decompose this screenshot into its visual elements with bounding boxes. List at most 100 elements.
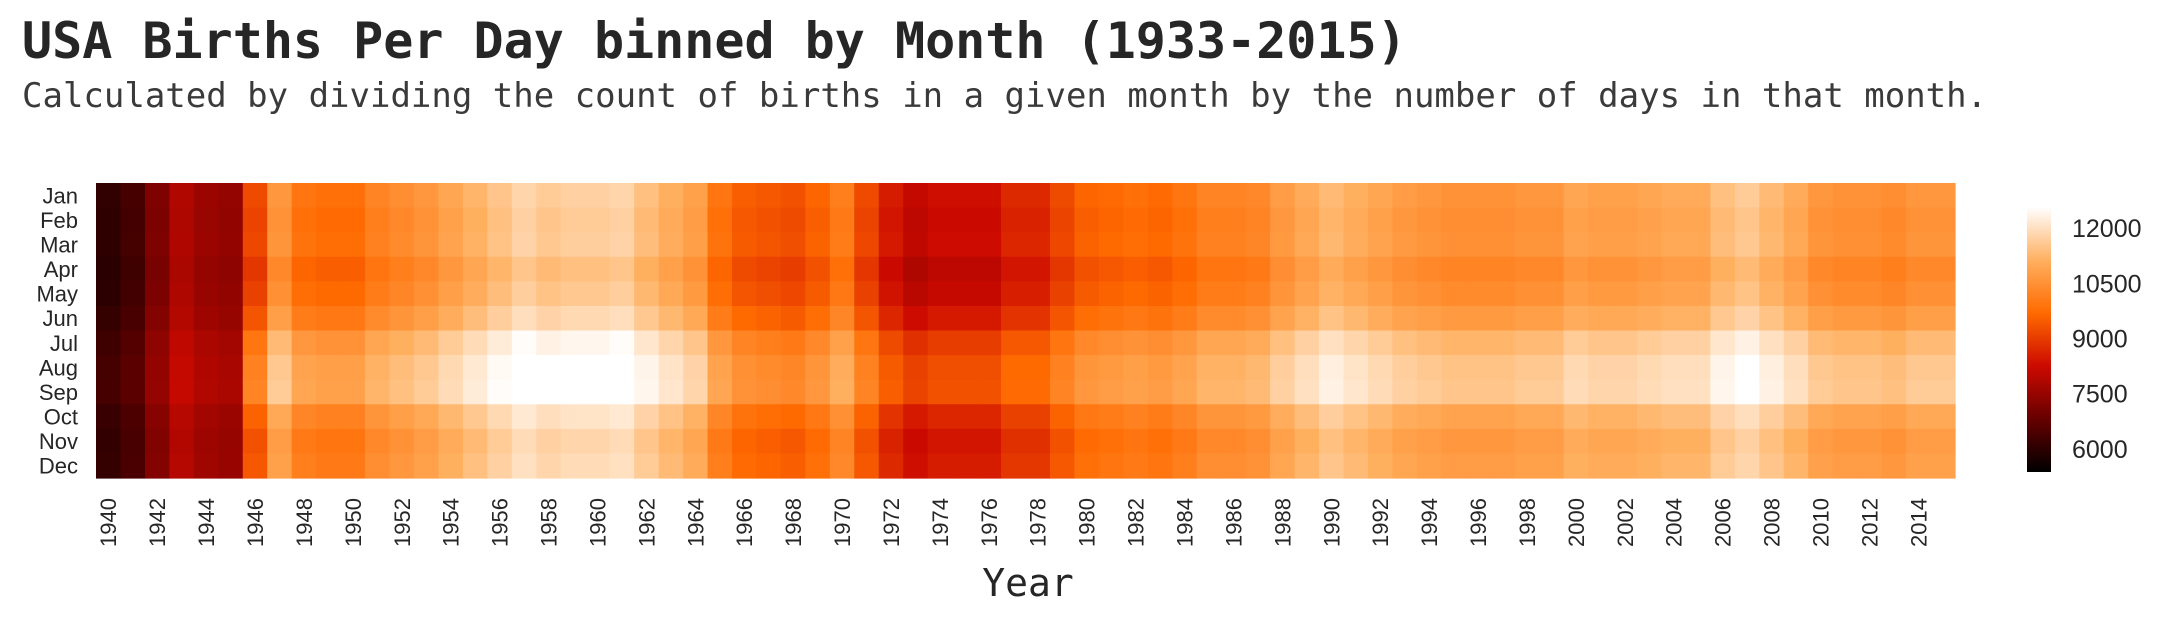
colorbar-gradient xyxy=(2027,207,2051,472)
heatmap-cell xyxy=(1343,355,1369,381)
heatmap-cell xyxy=(462,379,488,405)
heatmap-cell xyxy=(585,281,611,307)
heatmap-cell xyxy=(1881,183,1907,209)
heatmap-cell xyxy=(1147,379,1173,405)
heatmap-cell xyxy=(1734,232,1760,258)
heatmap-cell xyxy=(242,305,268,332)
heatmap-cell xyxy=(96,232,122,258)
heatmap-cell xyxy=(1685,305,1711,332)
heatmap-cell xyxy=(903,183,929,209)
heatmap-cell xyxy=(1881,330,1907,356)
heatmap-cell xyxy=(1661,281,1687,307)
heatmap-cell xyxy=(560,256,586,282)
x-tick-label: 1952 xyxy=(390,498,415,547)
heatmap-cell xyxy=(927,355,953,381)
colorbar: 6000 7500 9000 10500 12000 xyxy=(2027,207,2142,472)
heatmap-cell xyxy=(1196,379,1222,405)
heatmap-cell xyxy=(267,256,293,282)
x-tick-label: 1942 xyxy=(145,498,170,547)
heatmap-cell xyxy=(1392,453,1418,479)
heatmap-cell xyxy=(609,305,635,332)
heatmap-cell xyxy=(438,355,464,381)
heatmap-cell xyxy=(1832,453,1858,479)
heatmap-cell xyxy=(952,404,978,430)
heatmap-cell xyxy=(1441,355,1467,381)
heatmap-cell xyxy=(927,404,953,430)
heatmap-cell xyxy=(1783,355,1809,381)
heatmap-cell xyxy=(1759,428,1785,455)
heatmap-cell xyxy=(462,256,488,282)
heatmap-cell xyxy=(267,379,293,405)
heatmap-cell xyxy=(1416,256,1442,282)
heatmap-cell xyxy=(1490,281,1516,307)
heatmap-cell xyxy=(829,281,855,307)
heatmap-cell xyxy=(1025,305,1051,332)
heatmap-cell xyxy=(487,183,513,209)
heatmap-cell xyxy=(1196,305,1222,332)
heatmap-cell xyxy=(1906,256,1932,282)
heatmap-cell xyxy=(1294,183,1320,209)
heatmap-cell xyxy=(193,183,219,209)
heatmap-cell xyxy=(609,183,635,209)
heatmap-cell xyxy=(1881,256,1907,282)
heatmap-cell xyxy=(878,379,904,405)
heatmap-cell xyxy=(1172,256,1198,282)
heatmap-cell xyxy=(1881,355,1907,381)
heatmap-cell xyxy=(927,453,953,479)
heatmap-cell xyxy=(731,330,758,356)
x-tick-label: 1944 xyxy=(194,498,219,547)
heatmap-cell xyxy=(854,232,880,258)
heatmap-cell xyxy=(927,183,953,209)
heatmap-cell xyxy=(413,256,440,282)
heatmap-cell xyxy=(1001,355,1027,381)
heatmap-cell xyxy=(1906,207,1932,233)
heatmap-cell xyxy=(1906,379,1932,405)
heatmap-cell xyxy=(805,207,831,233)
heatmap-cell xyxy=(340,256,366,282)
heatmap-cell xyxy=(1392,330,1418,356)
heatmap-cell xyxy=(1319,183,1345,209)
heatmap-cell xyxy=(878,305,904,332)
heatmap-cell xyxy=(707,355,733,381)
heatmap-cell xyxy=(634,305,660,332)
heatmap-cell xyxy=(1685,281,1711,307)
heatmap-cell xyxy=(120,183,146,209)
heatmap-cell xyxy=(1881,379,1907,405)
heatmap-cell xyxy=(169,330,195,356)
heatmap-cell xyxy=(829,453,855,479)
heatmap-cell xyxy=(731,305,758,332)
heatmap-cell xyxy=(1172,183,1198,209)
heatmap-cell xyxy=(1172,330,1198,356)
heatmap-cell xyxy=(365,183,391,209)
heatmap-cell xyxy=(683,379,709,405)
heatmap-cell xyxy=(1612,330,1638,356)
heatmap-cell xyxy=(1416,232,1442,258)
heatmap-cell xyxy=(1270,355,1296,381)
heatmap-cell xyxy=(267,207,293,233)
heatmap-cell xyxy=(805,305,831,332)
x-tick-label: 1968 xyxy=(781,498,806,547)
heatmap-cell xyxy=(169,428,195,455)
heatmap-cell xyxy=(1294,256,1320,282)
heatmap-cell xyxy=(389,428,415,455)
heatmap-cell xyxy=(1416,453,1442,479)
heatmap-cell xyxy=(976,428,1002,455)
heatmap-cell xyxy=(1123,281,1149,307)
heatmap-cell xyxy=(1710,428,1736,455)
heatmap-cell xyxy=(1025,207,1051,233)
heatmap-cell xyxy=(389,404,415,430)
heatmap-cell xyxy=(487,379,513,405)
x-tick-label: 1980 xyxy=(1075,498,1100,547)
heatmap-cell xyxy=(144,453,170,479)
heatmap-cell xyxy=(462,207,488,233)
heatmap-cell xyxy=(731,355,758,381)
heatmap-cell xyxy=(1123,207,1149,233)
heatmap-cell xyxy=(878,256,904,282)
heatmap-cell xyxy=(1367,355,1394,381)
heatmap-cell xyxy=(1490,207,1516,233)
heatmap-cell xyxy=(1367,256,1394,282)
heatmap-cell xyxy=(1514,183,1540,209)
heatmap-cell xyxy=(536,232,562,258)
heatmap-cell xyxy=(756,207,782,233)
